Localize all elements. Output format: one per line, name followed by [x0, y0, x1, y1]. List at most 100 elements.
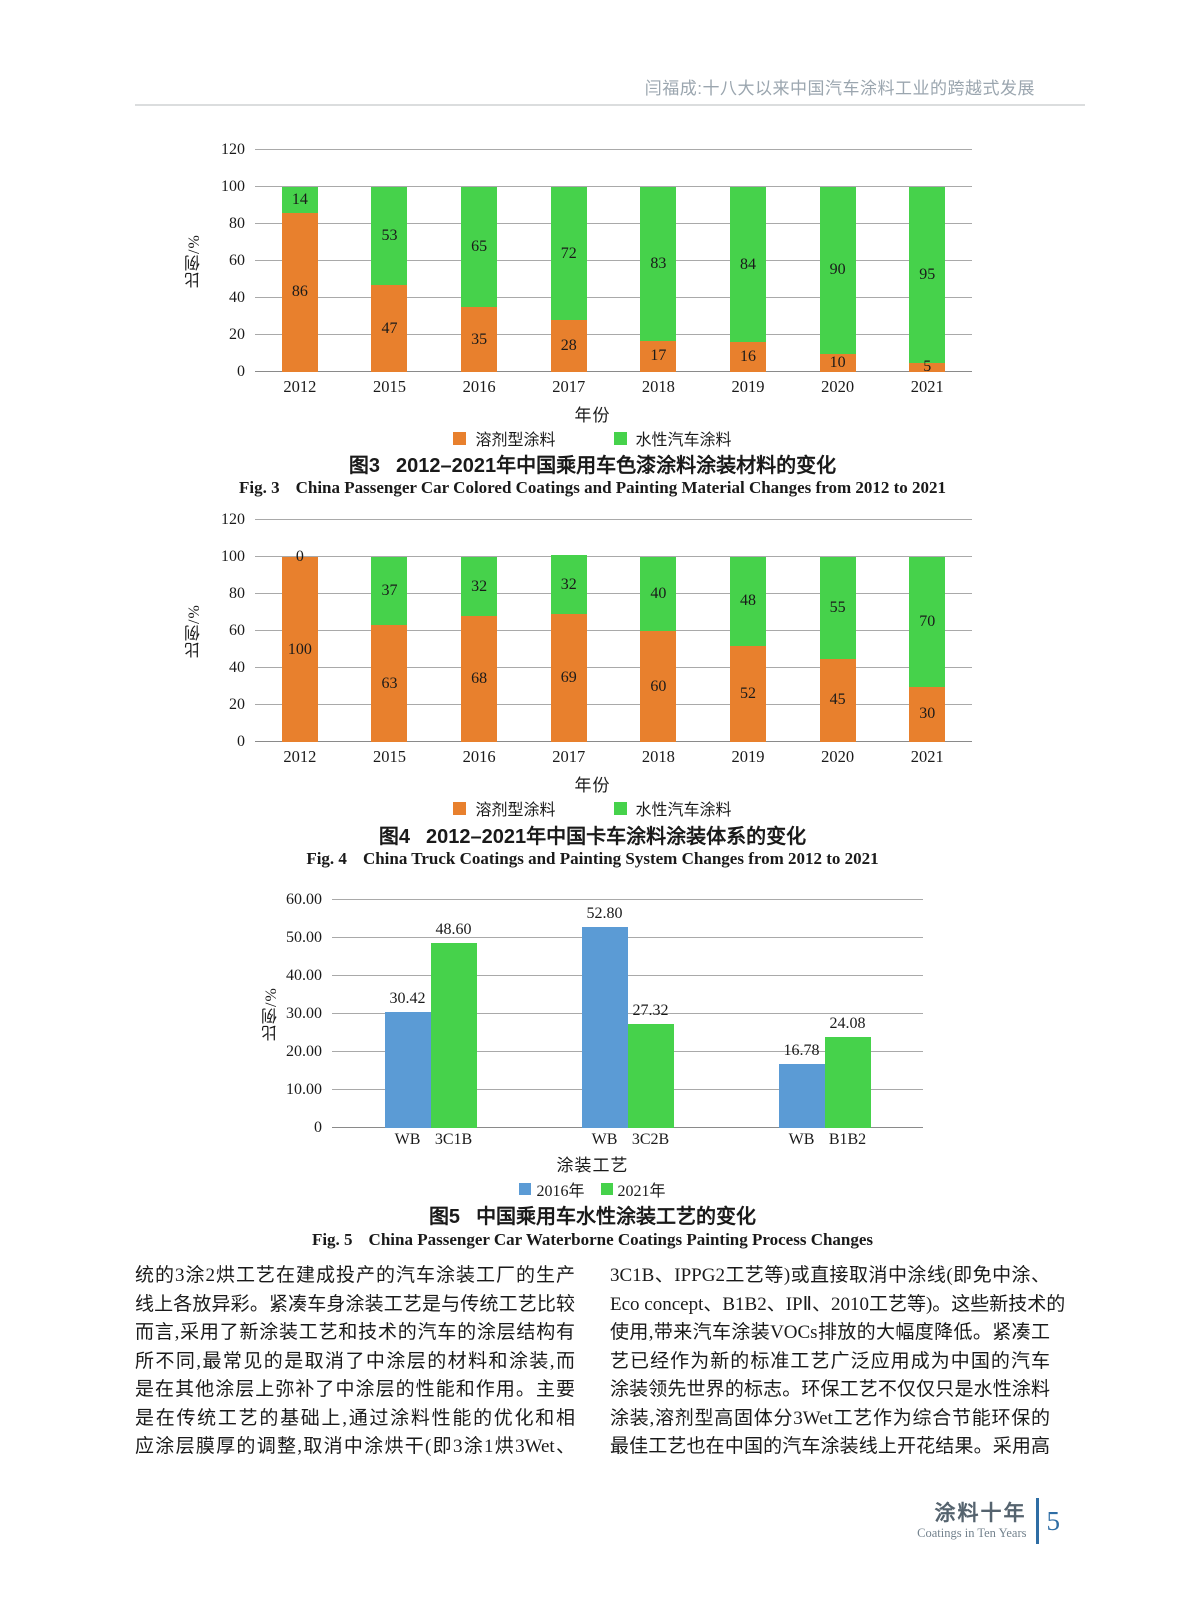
- bar-segment: [550, 614, 587, 742]
- legend-label: 溶剂型涂料: [475, 432, 556, 449]
- bar-slot: 69 32: [524, 520, 614, 742]
- bar-value-label: 32: [560, 575, 577, 593]
- figure-3-caption-cn: 图3 2012–2021年中国乘用车色漆涂料涂装材料的变化: [135, 449, 1050, 478]
- bar-segment: [461, 187, 498, 308]
- y-tick-label: 120: [221, 141, 245, 158]
- text-line: 应涂层膜厚的调整,取消中涂烘干(即3涂1烘3Wet、: [135, 1436, 575, 1457]
- legend-label: 2021年: [617, 1183, 666, 1200]
- bar: 16.78: [778, 1042, 825, 1128]
- bar: 52.80: [581, 905, 628, 1128]
- y-tick-label: 100: [221, 178, 245, 195]
- text-line: 是在传统工艺的基础上,通过涂料性能的优化和相: [135, 1407, 575, 1429]
- body-column-left: 统的3涂2烘工艺在建成投产的汽车涂装工厂的生产 线上各放异彩。紧凑车身涂装工艺是…: [135, 1262, 575, 1462]
- bar-value-label: 47: [381, 319, 398, 337]
- gridline: [255, 630, 972, 631]
- bar-value-label: 70: [919, 612, 936, 630]
- x-tick-label: 2017: [552, 747, 586, 766]
- text-line: Eco concept、B1B2、IPⅡ、2010工艺等)。这些新技术的: [610, 1293, 1066, 1315]
- gridline: [255, 704, 972, 706]
- bar-value-label: 55: [829, 598, 846, 616]
- x-tick-label: 2019: [731, 377, 765, 396]
- bar-segment: [281, 187, 318, 213]
- bar-value-label: 14: [291, 190, 308, 208]
- y-tick-label: 80: [229, 215, 245, 233]
- bar-value-label: 40: [650, 585, 667, 603]
- bar-slot: 86 14: [255, 150, 345, 372]
- figure-3-caption-cn-label: 图3: [348, 455, 380, 477]
- bar-segment: [909, 686, 946, 742]
- y-tick-label: 20: [229, 696, 245, 714]
- footer-brand: 涂料十年 Coatings in Ten Years: [917, 1501, 1026, 1540]
- bar-segment: [729, 557, 766, 646]
- figure-5-x-axis-labels: WB 3C1B WB 3C2B WB B1B2: [332, 1131, 923, 1151]
- text-line: 线上各放异彩。紧凑车身涂装工艺是与传统工艺比较: [135, 1293, 575, 1315]
- bar-segment: [729, 645, 766, 742]
- gridline: [332, 899, 923, 900]
- page-number: 5: [1046, 1505, 1061, 1536]
- figure-3-caption-cn-text: 2012–2021年中国乘用车色漆涂料涂装材料的变化: [396, 455, 837, 477]
- figure-4-x-axis-title: 年份: [574, 776, 611, 795]
- bar-value-label: 17: [650, 347, 667, 365]
- gridline: [255, 223, 972, 225]
- bar-segment: [371, 557, 408, 626]
- bar: 24.08: [824, 1015, 871, 1128]
- footer-divider-bar: [1035, 1498, 1039, 1544]
- bar-segment: [729, 342, 766, 372]
- bar-slot: 28 72: [524, 150, 614, 372]
- bar-slot: 30 70: [882, 520, 972, 742]
- gridline: [255, 519, 972, 520]
- figure-4-caption-cn: 图4 2012–2021年中国卡车涂料涂装体系的变化: [135, 820, 1050, 849]
- bar-segment: [640, 631, 677, 742]
- y-tick-label: 40.00: [286, 967, 322, 985]
- x-tick-label: B1B2: [828, 1131, 867, 1148]
- bar-segment: [461, 557, 498, 617]
- bar-segment: [819, 658, 856, 742]
- page-footer: 涂料十年 Coatings in Ten Years 5: [780, 1498, 1060, 1544]
- bar-value-label: 35: [471, 330, 488, 348]
- x-tick-label: 2012: [283, 747, 317, 766]
- x-tick-label: WB: [788, 1131, 815, 1148]
- legend-item: 2016年: [519, 1177, 585, 1201]
- bar-segment: [640, 340, 677, 372]
- bar-value-label: 86: [291, 283, 308, 301]
- bar-segment: [461, 616, 498, 742]
- bar-value-label: 90: [829, 261, 846, 279]
- y-tick-label: 60.00: [286, 891, 322, 908]
- bar: 27.32: [627, 1002, 674, 1128]
- gridline: [332, 1013, 923, 1014]
- x-tick-group: WB 3C1B: [332, 1131, 529, 1151]
- bar-value-label: 48.60: [435, 921, 472, 939]
- x-tick-group: WB B1B2: [726, 1131, 923, 1151]
- legend-swatch: [613, 801, 627, 815]
- figure-4-legend: 溶剂型涂料 水性汽车涂料: [135, 796, 1050, 820]
- gridline: [255, 297, 972, 299]
- bar-group: 16.78 24.08: [726, 900, 923, 1128]
- bar-value-label: 65: [471, 238, 488, 256]
- bar-slot: 60 40: [614, 520, 704, 742]
- x-tick-label: 2020: [821, 377, 855, 396]
- bar-slot: 52 48: [703, 520, 793, 742]
- gridline: [255, 556, 972, 557]
- bar-segment: [281, 212, 318, 372]
- figure-4-caption-en-text: China Truck Coatings and Painting System…: [362, 849, 879, 868]
- bar-slot: 17 83: [614, 150, 704, 372]
- legend-swatch: [600, 1183, 613, 1195]
- bar: 30.42: [384, 990, 431, 1128]
- bar-value-label: 100: [287, 640, 312, 658]
- text-line: 所不同,最常见的是取消了中涂层的材料和涂装,而: [135, 1350, 575, 1372]
- text-line: 3C1B、IPPG2工艺等)或直接取消中涂线(即免中涂、: [610, 1265, 1050, 1286]
- bar-segment: [550, 320, 587, 372]
- gridline: [255, 334, 972, 336]
- bar-value-label: 53: [381, 227, 398, 245]
- text-line: 是在其他涂层上弥补了中涂层的性能和作用。主要: [135, 1379, 575, 1400]
- bar-group: 30.42 48.60: [332, 900, 529, 1128]
- bar-slot: 68 32: [434, 520, 524, 742]
- page-header-running-title: 闫福成:十八大以来中国汽车涂料工业的跨越式发展: [644, 79, 1035, 98]
- legend-item: 溶剂型涂料: [453, 796, 556, 820]
- gridline: [255, 149, 972, 150]
- y-tick-label: 60: [229, 622, 245, 639]
- figure-5-caption-cn: 图5 中国乘用车水性涂装工艺的变化: [135, 1200, 1050, 1229]
- x-tick-label: WB: [394, 1131, 421, 1148]
- bar-value-label: 30: [919, 705, 936, 723]
- bar-value-label: 52.80: [586, 905, 623, 923]
